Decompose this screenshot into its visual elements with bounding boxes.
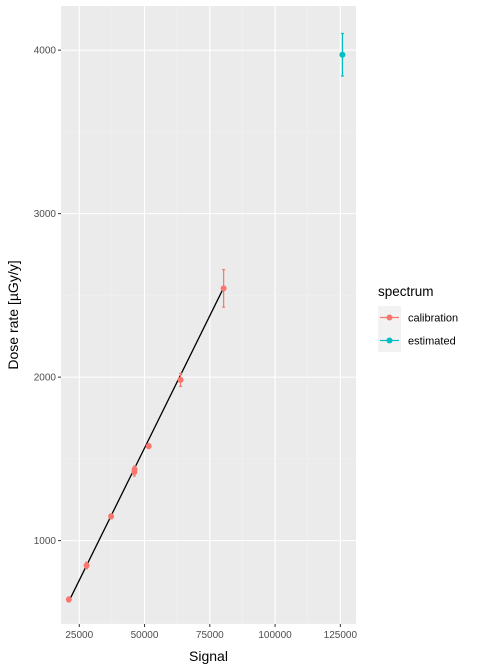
data-point	[177, 376, 184, 383]
legend: spectrum calibration estimated	[378, 284, 458, 352]
y-axis-title: Dose rate [µGy/y]	[5, 260, 21, 369]
x-tick-label: 75000	[196, 630, 224, 641]
x-tick-label: 50000	[131, 630, 159, 641]
x-tick-label: 125000	[324, 630, 358, 641]
y-tick-label: 3000	[34, 209, 57, 220]
y-tick-label: 2000	[34, 373, 57, 384]
minor-gridlines	[61, 6, 356, 624]
data-point	[220, 285, 227, 292]
data-point	[108, 513, 115, 520]
data-point	[339, 51, 346, 58]
legend-key-point	[386, 314, 393, 321]
y-tick-label: 4000	[34, 46, 57, 57]
data-point	[83, 562, 90, 569]
major-gridlines	[61, 6, 356, 624]
legend-label-estimated: estimated	[408, 336, 456, 348]
x-axis: 25000 50000 75000 100000 125000	[65, 624, 357, 641]
x-tick-label: 25000	[65, 630, 93, 641]
y-tick-label: 1000	[34, 536, 57, 547]
legend-label-calibration: calibration	[408, 313, 458, 325]
panel-background	[61, 6, 356, 624]
y-axis: 1000 2000 3000 4000	[34, 46, 61, 547]
data-point	[145, 443, 152, 450]
x-axis-title: Signal	[189, 648, 228, 664]
data-point	[131, 466, 138, 473]
legend-title: spectrum	[378, 284, 434, 299]
data-marks	[65, 32, 346, 603]
legend-key-point	[386, 337, 393, 344]
x-tick-label: 100000	[258, 630, 292, 641]
data-point	[65, 596, 72, 603]
